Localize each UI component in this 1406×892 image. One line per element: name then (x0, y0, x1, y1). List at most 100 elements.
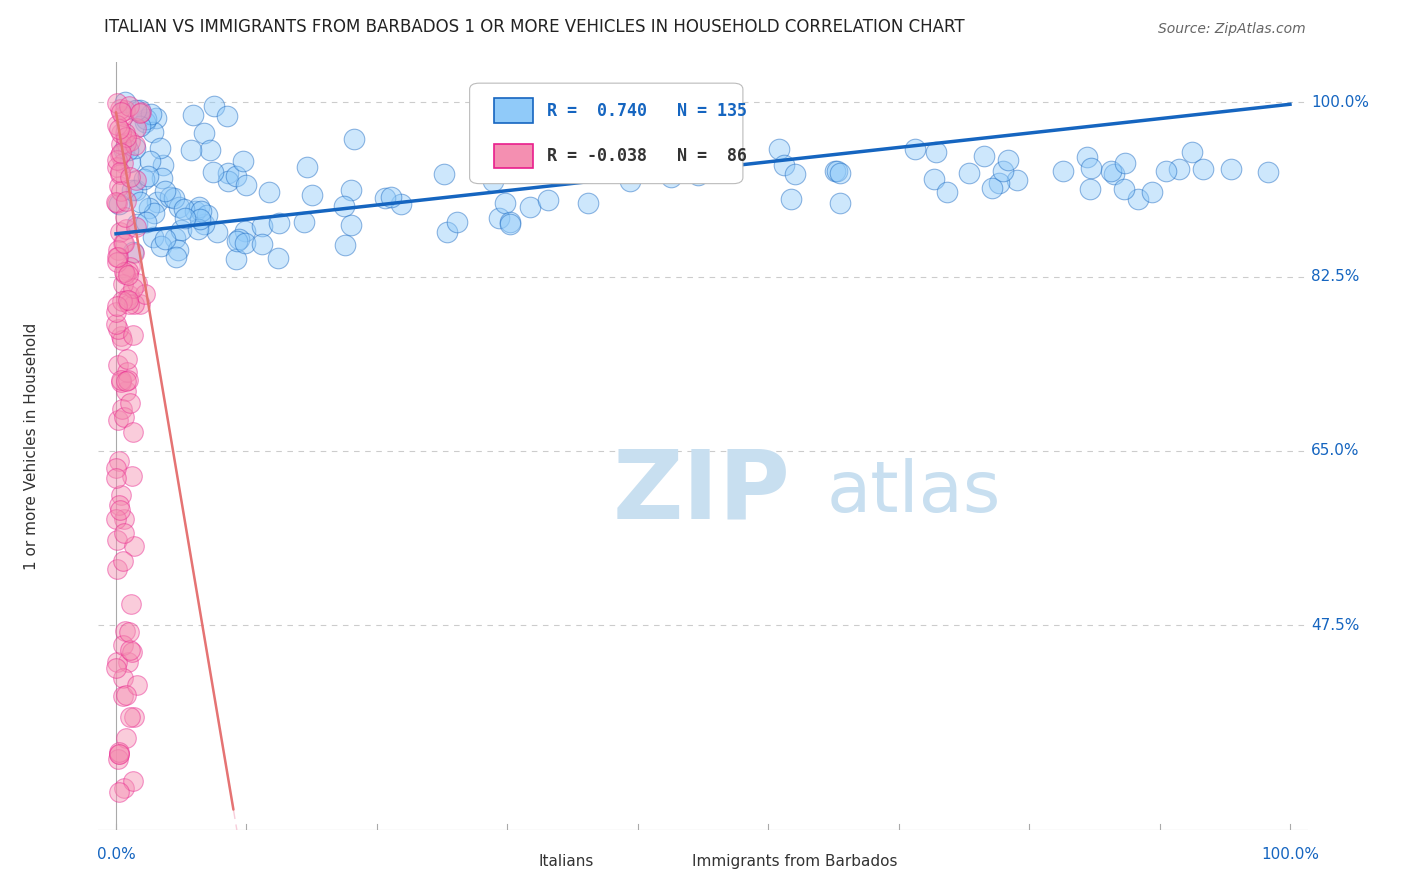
Point (108, 785, 131, 799)
Point (115, 688, 138, 702)
Point (973, 149, 995, 163)
Point (124, 138, 146, 153)
Point (828, 166, 851, 180)
Point (107, 251, 129, 265)
Point (115, 374, 138, 388)
Point (292, 215, 315, 229)
Point (122, 244, 145, 259)
Point (138, 169, 160, 183)
Point (105, 512, 128, 526)
Point (111, 671, 134, 685)
Point (190, 203, 212, 218)
Point (125, 219, 148, 234)
Point (121, 468, 143, 483)
Point (108, 745, 131, 759)
Text: 100.0%: 100.0% (1312, 95, 1369, 110)
Point (987, 176, 1010, 190)
Point (118, 288, 141, 302)
Point (111, 554, 134, 568)
Point (117, 264, 139, 278)
Point (187, 222, 209, 236)
Point (1078, 182, 1101, 196)
Point (122, 328, 145, 343)
Point (107, 322, 129, 336)
Point (226, 235, 249, 249)
Point (174, 211, 197, 226)
Point (107, 243, 129, 257)
Point (118, 99, 141, 113)
Point (1102, 167, 1125, 181)
Point (105, 196, 128, 211)
Point (488, 211, 510, 225)
Point (343, 132, 366, 146)
Point (188, 211, 211, 226)
Point (152, 158, 174, 172)
Point (118, 625, 141, 640)
Point (110, 488, 132, 502)
Point (181, 108, 204, 122)
Text: atlas: atlas (827, 458, 1001, 526)
Point (145, 112, 167, 126)
Point (165, 250, 187, 264)
Point (132, 172, 155, 186)
Point (509, 165, 531, 179)
Point (108, 454, 131, 468)
Point (139, 153, 162, 168)
Point (1181, 145, 1204, 160)
Point (935, 185, 957, 199)
Point (112, 409, 135, 424)
Point (652, 158, 675, 172)
Point (112, 109, 135, 123)
Point (107, 197, 129, 211)
Bar (494, 98, 533, 123)
Point (578, 196, 600, 211)
Point (124, 141, 146, 155)
Text: 65.0%: 65.0% (1312, 443, 1360, 458)
Point (111, 294, 134, 309)
Point (129, 104, 152, 119)
Point (107, 751, 129, 765)
Point (112, 265, 135, 279)
Point (105, 153, 128, 168)
Point (301, 188, 323, 202)
Point (193, 126, 215, 140)
Point (1052, 164, 1074, 178)
Point (105, 250, 128, 264)
Point (235, 178, 257, 193)
Point (114, 103, 136, 117)
Point (110, 103, 132, 117)
Point (110, 185, 132, 199)
Point (297, 160, 319, 174)
Point (110, 104, 132, 119)
Point (1167, 161, 1189, 176)
Point (115, 384, 138, 398)
Point (114, 127, 136, 141)
Point (153, 232, 176, 246)
Point (114, 136, 136, 150)
Point (659, 170, 682, 185)
Point (115, 222, 138, 236)
Text: 0.0%: 0.0% (97, 847, 135, 863)
Point (117, 655, 139, 669)
Point (114, 267, 136, 281)
Point (269, 216, 291, 230)
Point (152, 171, 174, 186)
Point (436, 226, 458, 240)
Point (105, 305, 128, 319)
Point (128, 119, 150, 133)
Point (215, 110, 238, 124)
Point (108, 148, 131, 162)
Point (115, 731, 138, 745)
Point (105, 460, 128, 475)
Point (117, 268, 139, 282)
Point (166, 244, 188, 258)
Point (783, 167, 806, 181)
Point (121, 425, 143, 439)
Point (773, 157, 796, 171)
Point (122, 773, 145, 788)
Point (128, 106, 150, 120)
Point (120, 134, 142, 148)
Point (105, 533, 128, 547)
Point (1219, 161, 1241, 176)
Point (146, 195, 169, 210)
